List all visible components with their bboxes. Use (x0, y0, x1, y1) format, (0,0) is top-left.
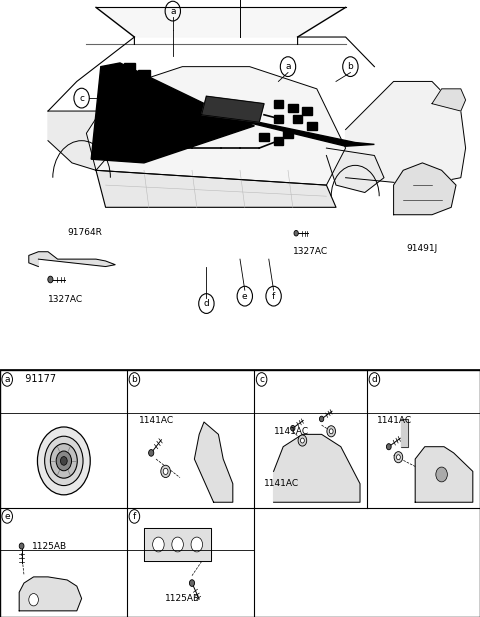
Bar (133, 81, 145, 90)
Circle shape (48, 276, 53, 283)
Circle shape (298, 435, 307, 446)
Polygon shape (326, 148, 384, 193)
Bar (259, 133, 269, 141)
Bar (288, 104, 298, 112)
Bar (0, 370, 480, 617)
Polygon shape (194, 422, 233, 502)
Circle shape (163, 468, 168, 474)
Text: 91491J: 91491J (407, 244, 438, 252)
Polygon shape (96, 170, 336, 207)
Bar (307, 122, 317, 130)
Circle shape (19, 543, 24, 549)
Bar (138, 70, 150, 79)
Text: 91177: 91177 (19, 375, 56, 384)
Bar (274, 115, 283, 123)
Polygon shape (48, 111, 115, 170)
Polygon shape (91, 63, 254, 163)
Circle shape (190, 580, 194, 586)
Text: c: c (79, 94, 84, 102)
Circle shape (394, 452, 403, 463)
Circle shape (37, 427, 90, 495)
Text: 91764R: 91764R (67, 228, 102, 237)
Text: f: f (133, 512, 136, 521)
Text: e: e (242, 292, 248, 300)
Circle shape (191, 537, 203, 552)
Text: 1141AC: 1141AC (264, 479, 299, 488)
Text: 1327AC: 1327AC (293, 247, 328, 256)
Bar (274, 137, 283, 145)
Bar (283, 130, 293, 138)
Text: c: c (259, 375, 264, 384)
Polygon shape (86, 67, 346, 185)
Text: a: a (285, 62, 291, 71)
Circle shape (300, 438, 304, 443)
Text: f: f (272, 292, 275, 300)
Text: b: b (132, 375, 137, 384)
Polygon shape (19, 577, 82, 611)
Text: d: d (372, 375, 377, 384)
Text: 1327AC: 1327AC (48, 296, 83, 304)
Polygon shape (96, 7, 346, 37)
Circle shape (290, 426, 295, 431)
Polygon shape (432, 89, 466, 111)
Polygon shape (401, 419, 408, 447)
Circle shape (60, 457, 67, 465)
Circle shape (153, 537, 164, 552)
Text: 1141AC: 1141AC (139, 416, 174, 425)
Text: 1125AB: 1125AB (32, 542, 67, 550)
Circle shape (436, 467, 447, 482)
Polygon shape (274, 434, 360, 502)
Text: a: a (4, 375, 10, 384)
Polygon shape (144, 528, 211, 561)
Circle shape (149, 450, 154, 456)
Circle shape (45, 436, 83, 486)
Text: 1125AB: 1125AB (165, 594, 200, 603)
Bar (293, 115, 302, 123)
Polygon shape (346, 81, 466, 185)
Circle shape (29, 594, 38, 606)
Text: 1141AC: 1141AC (377, 416, 412, 425)
Circle shape (386, 444, 391, 450)
Circle shape (172, 537, 183, 552)
Circle shape (161, 465, 170, 478)
Circle shape (329, 429, 333, 434)
Text: d: d (204, 299, 209, 308)
Polygon shape (415, 447, 473, 502)
Circle shape (396, 455, 400, 460)
Polygon shape (29, 252, 115, 267)
Text: e: e (4, 512, 10, 521)
Text: 1141AC: 1141AC (274, 428, 309, 436)
Bar (109, 70, 121, 79)
Circle shape (320, 416, 324, 422)
Bar (302, 107, 312, 115)
Bar (274, 100, 283, 108)
Text: a: a (170, 7, 176, 15)
Polygon shape (394, 163, 456, 215)
Circle shape (56, 451, 72, 471)
Circle shape (50, 444, 77, 478)
Circle shape (327, 426, 336, 437)
Polygon shape (230, 120, 374, 146)
Bar (124, 63, 135, 72)
Circle shape (294, 231, 298, 236)
Polygon shape (202, 96, 264, 122)
Text: b: b (348, 62, 353, 71)
Bar (119, 81, 131, 90)
